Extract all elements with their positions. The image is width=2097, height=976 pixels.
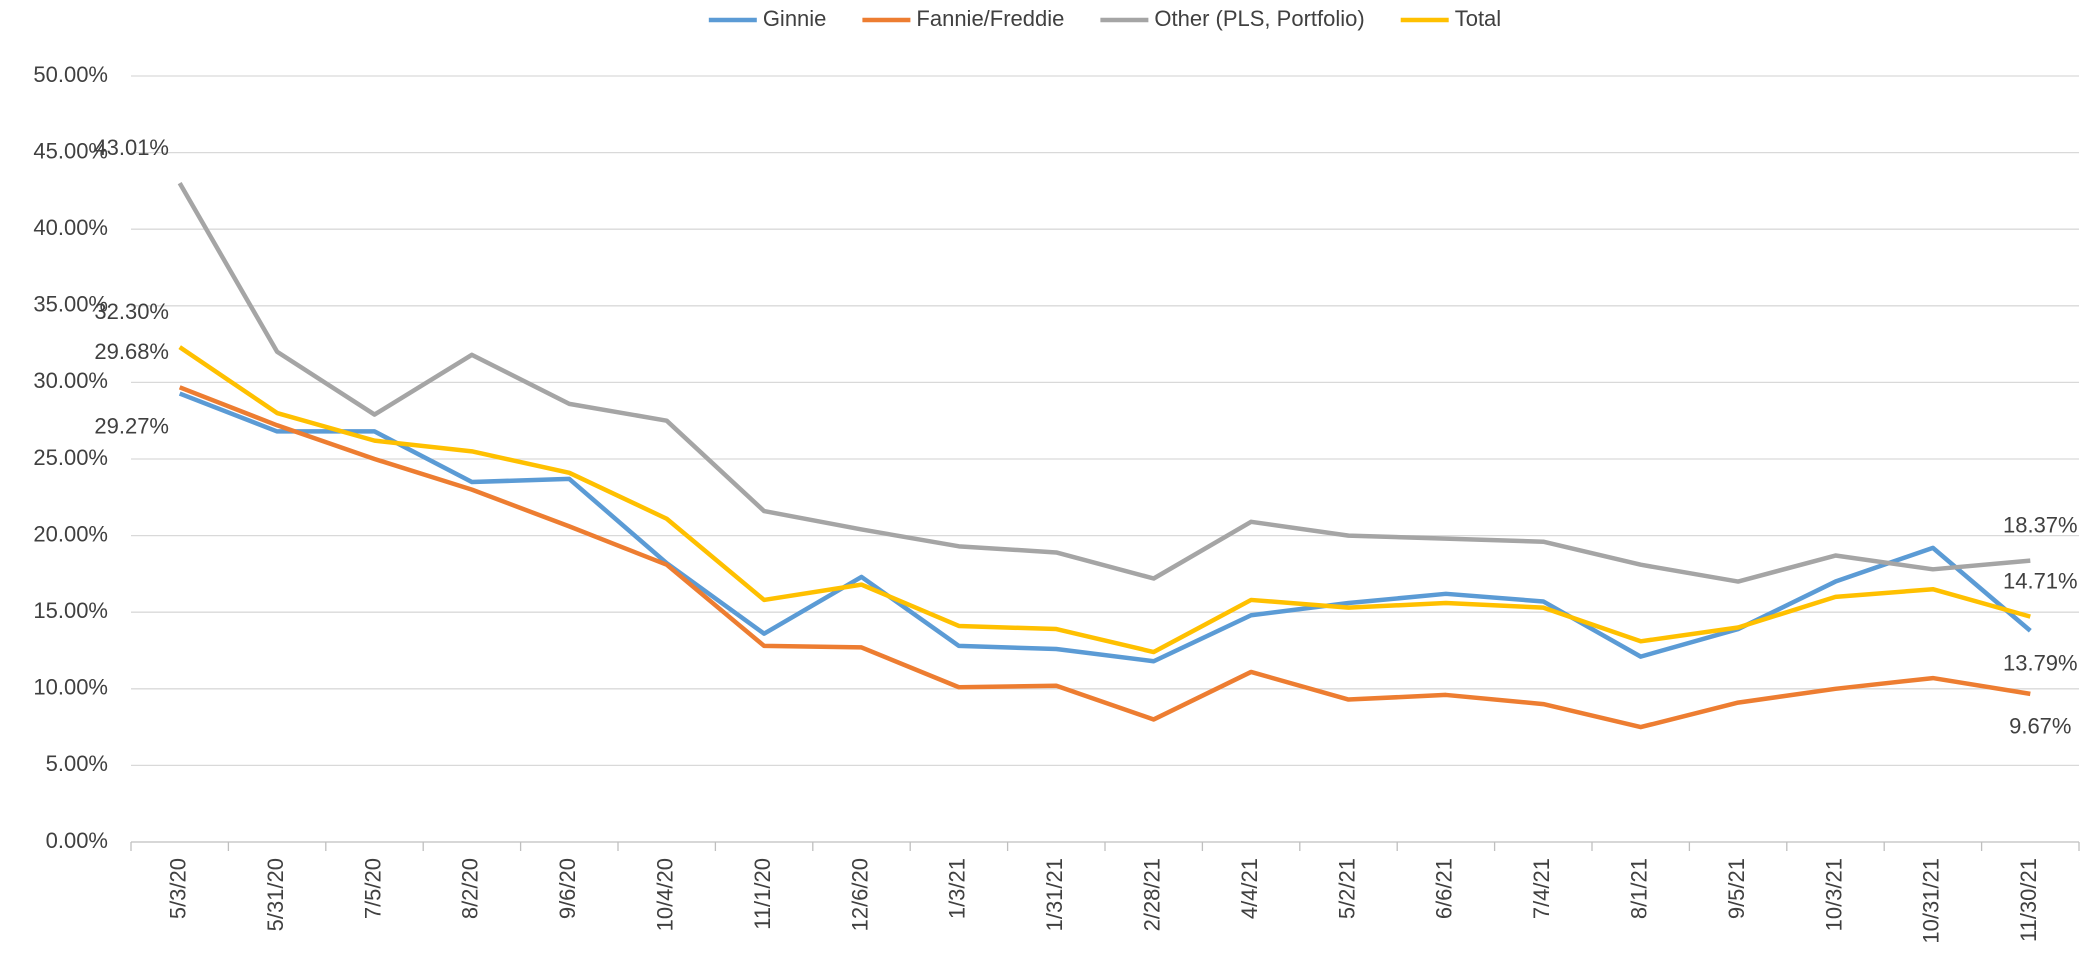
data-label: 32.30% (94, 299, 169, 324)
x-tick-label: 5/3/20 (166, 858, 191, 919)
x-tick-label: 5/31/20 (263, 858, 288, 931)
x-tick-label: 12/6/20 (847, 858, 872, 931)
x-tick-label: 10/31/21 (1919, 858, 1944, 944)
series-line (178, 345, 2031, 655)
y-tick-label: 50.00% (33, 62, 108, 87)
x-tick-label: 1/31/21 (1042, 858, 1067, 931)
data-label: 18.37% (2003, 512, 2078, 537)
x-tick-label: 6/6/21 (1432, 858, 1457, 919)
data-label: 29.68% (94, 339, 169, 364)
x-tick-label: 2/28/21 (1140, 858, 1165, 931)
legend-label: Fannie/Freddie (916, 6, 1064, 31)
data-label: 43.01% (94, 135, 169, 160)
x-tick-label: 7/5/20 (360, 858, 385, 919)
y-tick-label: 25.00% (33, 445, 108, 470)
x-tick-label: 8/1/21 (1627, 858, 1652, 919)
data-label: 9.67% (2009, 714, 2071, 739)
x-tick-label: 9/5/21 (1724, 858, 1749, 919)
y-tick-label: 20.00% (33, 521, 108, 546)
y-tick-label: 10.00% (33, 675, 108, 700)
x-tick-label: 9/6/20 (555, 858, 580, 919)
x-tick-label: 11/1/20 (750, 858, 775, 930)
x-tick-label: 10/4/20 (653, 858, 678, 931)
x-tick-label: 1/3/21 (945, 858, 970, 919)
y-tick-label: 0.00% (46, 828, 108, 853)
x-tick-label: 8/2/20 (458, 858, 483, 919)
legend-label: Ginnie (763, 6, 827, 31)
series-line (178, 385, 2031, 730)
series-line (177, 181, 2031, 584)
data-label: 14.71% (2003, 568, 2078, 593)
x-tick-label: 5/2/21 (1334, 858, 1359, 919)
x-tick-label: 4/4/21 (1237, 858, 1262, 919)
y-tick-label: 15.00% (33, 598, 108, 623)
x-tick-label: 11/30/21 (2016, 858, 2041, 942)
y-tick-label: 40.00% (33, 215, 108, 240)
data-label: 13.79% (2003, 651, 2078, 676)
legend-label: Other (PLS, Portfolio) (1154, 6, 1364, 31)
legend-label: Total (1455, 6, 1501, 31)
y-tick-label: 30.00% (33, 368, 108, 393)
legend: Ginnie Fannie/Freddie Other (PLS, Portfoli… (708, 6, 1501, 31)
x-tick-label: 10/3/21 (1821, 858, 1846, 931)
x-tick-label: 7/4/21 (1529, 858, 1554, 919)
y-tick-label: 5.00% (46, 751, 108, 776)
series-line (178, 391, 2032, 664)
y-tick-label: 45.00% (33, 138, 108, 163)
y-tick-label: 35.00% (33, 292, 108, 317)
data-label: 29.27% (94, 413, 169, 438)
